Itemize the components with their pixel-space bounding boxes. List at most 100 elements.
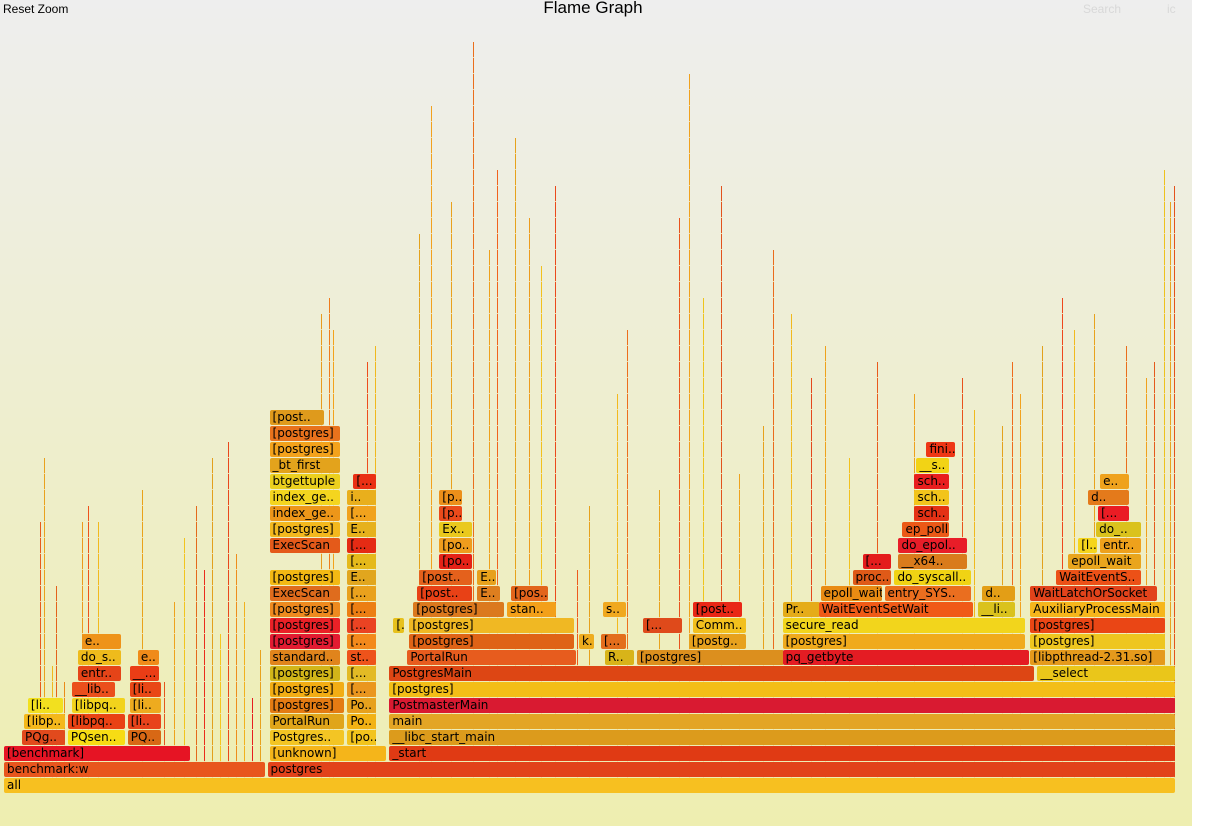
frame[interactable]: btgettuple — [269, 474, 341, 489]
frame[interactable]: PQ.. — [127, 730, 161, 745]
frame[interactable]: [l.. — [1078, 538, 1098, 553]
narrow-frame-stack[interactable] — [1163, 170, 1165, 778]
frame[interactable]: sch.. — [914, 506, 950, 521]
frame[interactable]: main — [389, 714, 1175, 729]
frame[interactable]: entr.. — [1100, 538, 1142, 553]
narrow-frame-stack[interactable] — [473, 42, 475, 778]
frame[interactable]: [... — [347, 538, 377, 553]
narrow-frame-stack[interactable] — [141, 490, 143, 778]
frame[interactable]: [benchmark] — [4, 746, 190, 761]
narrow-frame-stack[interactable] — [183, 538, 185, 778]
frame[interactable]: [pos.. — [511, 586, 549, 601]
frame[interactable]: i.. — [347, 490, 377, 505]
frame[interactable]: __li.. — [978, 602, 1016, 617]
frame[interactable]: ExecScan — [269, 586, 341, 601]
frame[interactable]: [postgres] — [269, 602, 341, 617]
frame[interactable]: [post.. — [269, 410, 325, 425]
narrow-frame-stack[interactable] — [419, 234, 421, 778]
narrow-frame-stack[interactable] — [43, 458, 45, 778]
frame[interactable]: d.. — [982, 586, 1016, 601]
narrow-frame-stack[interactable] — [219, 634, 221, 778]
frame[interactable]: [li.. — [27, 698, 63, 713]
frame[interactable]: epoll_wait — [820, 586, 882, 601]
frame[interactable]: index_ge.. — [269, 506, 341, 521]
frame[interactable]: __libc_start_main — [389, 730, 1175, 745]
narrow-frame-stack[interactable] — [251, 698, 253, 778]
reset-zoom-button[interactable]: Reset Zoom — [3, 2, 69, 16]
narrow-frame-stack[interactable] — [431, 106, 433, 778]
frame[interactable]: [post.. — [692, 602, 742, 617]
frame[interactable]: benchmark:w — [4, 762, 265, 777]
narrow-frame-stack[interactable] — [489, 250, 491, 778]
frame[interactable]: __x64.. — [898, 554, 968, 569]
frame[interactable]: [postgres] — [1030, 634, 1165, 649]
frame[interactable]: PQg.. — [22, 730, 65, 745]
narrow-frame-stack[interactable] — [678, 218, 680, 778]
narrow-frame-stack[interactable] — [1146, 378, 1148, 778]
frame[interactable]: Po.. — [347, 714, 377, 729]
frame[interactable]: PQsen.. — [67, 730, 125, 745]
narrow-frame-stack[interactable] — [1173, 186, 1175, 778]
frame[interactable]: secure_read — [782, 618, 1026, 633]
frame[interactable]: [... — [347, 666, 377, 681]
frame[interactable]: _start — [389, 746, 1175, 761]
frame[interactable]: [libpthread-2.31.so] — [1030, 650, 1165, 665]
narrow-frame-stack[interactable] — [227, 442, 229, 778]
narrow-frame-stack[interactable] — [211, 458, 213, 778]
narrow-frame-stack[interactable] — [702, 298, 704, 778]
narrow-frame-stack[interactable] — [195, 506, 197, 778]
ignore-case-toggle[interactable]: ic — [1167, 2, 1176, 16]
frame[interactable]: [post.. — [417, 586, 473, 601]
frame[interactable]: [libp.. — [23, 714, 65, 729]
frame[interactable]: [postgres] — [269, 698, 345, 713]
narrow-frame-stack[interactable] — [762, 426, 764, 778]
narrow-frame-stack[interactable] — [824, 346, 826, 778]
frame[interactable]: [... — [347, 618, 377, 633]
frame[interactable]: ExecScan — [269, 538, 341, 553]
frame[interactable]: e.. — [1100, 474, 1130, 489]
narrow-frame-stack[interactable] — [616, 394, 618, 778]
narrow-frame-stack[interactable] — [810, 378, 812, 778]
frame[interactable]: Postgres.. — [269, 730, 345, 745]
frame[interactable]: [po.. — [439, 538, 473, 553]
frame[interactable]: do_.. — [1096, 522, 1142, 537]
frame[interactable]: d.. — [1088, 490, 1130, 505]
frame[interactable]: [postgres] — [409, 634, 574, 649]
frame[interactable]: [postgres] — [269, 442, 341, 457]
frame[interactable]: k.. — [578, 634, 594, 649]
frame[interactable]: E.. — [477, 586, 501, 601]
frame[interactable]: PostmasterMain — [389, 698, 1175, 713]
narrow-frame-stack[interactable] — [39, 522, 41, 778]
frame[interactable]: pq_getbyte — [782, 650, 1030, 665]
frame[interactable]: __select — [1037, 666, 1175, 681]
frame[interactable]: [... — [601, 634, 626, 649]
frame[interactable]: [li.. — [127, 714, 161, 729]
frame[interactable]: [... — [862, 554, 892, 569]
frame[interactable]: fini.. — [926, 442, 956, 457]
narrow-frame-stack[interactable] — [541, 266, 543, 778]
frame[interactable]: s.. — [603, 602, 626, 617]
frame[interactable]: [p.. — [439, 506, 463, 521]
narrow-frame-stack[interactable] — [1020, 394, 1022, 778]
frame[interactable]: [postgres] — [269, 570, 341, 585]
narrow-frame-stack[interactable] — [555, 186, 557, 778]
frame[interactable]: E.. — [477, 570, 497, 585]
frame[interactable]: [postgres] — [269, 682, 345, 697]
narrow-frame-stack[interactable] — [259, 650, 261, 778]
frame[interactable]: [po.. — [347, 730, 377, 745]
frame[interactable]: [li.. — [129, 682, 161, 697]
frame[interactable]: [post.. — [419, 570, 473, 585]
frame[interactable]: [postgres] — [782, 634, 1026, 649]
narrow-frame-stack[interactable] — [772, 250, 774, 778]
narrow-frame-stack[interactable] — [974, 410, 976, 778]
frame[interactable]: [postgres] — [413, 602, 505, 617]
narrow-frame-stack[interactable] — [1154, 362, 1156, 778]
frame[interactable]: Ex.. — [439, 522, 473, 537]
frame[interactable]: e.. — [81, 634, 121, 649]
frame[interactable]: do_s.. — [77, 650, 121, 665]
frame[interactable]: do_epol.. — [898, 538, 968, 553]
narrow-frame-stack[interactable] — [55, 586, 57, 778]
frame[interactable]: [postgres] — [636, 650, 784, 665]
frame[interactable]: [postgres] — [269, 666, 341, 681]
frame[interactable]: [... — [393, 618, 405, 633]
